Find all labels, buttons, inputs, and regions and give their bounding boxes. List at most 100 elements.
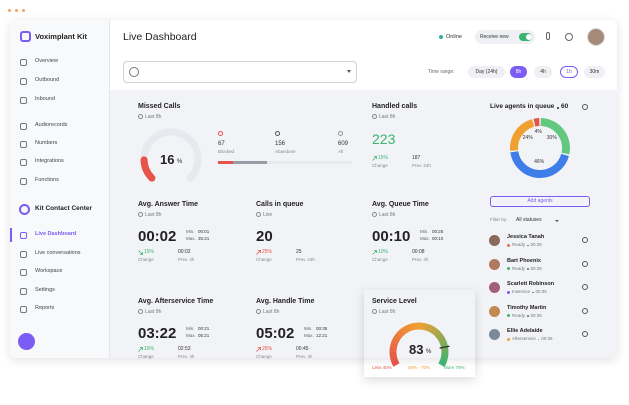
card-title: Avg. Handle Time bbox=[256, 298, 315, 305]
filter-value[interactable]: All statuses bbox=[516, 216, 542, 223]
min-label: Min. bbox=[186, 229, 195, 234]
clock-icon bbox=[138, 114, 143, 119]
card-title: Missed Calls bbox=[138, 103, 181, 110]
nav-item[interactable]: Inbound bbox=[35, 96, 55, 102]
section-icon bbox=[19, 204, 30, 215]
time: 00:35 bbox=[535, 289, 547, 294]
min-value: 00:35 bbox=[316, 326, 328, 331]
prev: 00:02 bbox=[178, 249, 191, 255]
dot bbox=[439, 35, 443, 39]
nav-item[interactable]: Audiorecords bbox=[35, 122, 68, 128]
prev-label: Prev. 4h bbox=[178, 354, 195, 359]
dot bbox=[489, 282, 500, 293]
caret bbox=[555, 219, 559, 222]
gauge-segment bbox=[436, 333, 445, 341]
range-button[interactable]: 8h bbox=[510, 66, 527, 78]
agent-count: 60 bbox=[561, 103, 569, 110]
search-icon[interactable] bbox=[582, 104, 588, 110]
clock-icon bbox=[138, 212, 143, 217]
separator bbox=[532, 291, 534, 293]
max-label: Max. bbox=[186, 236, 196, 241]
change-label: Change bbox=[256, 354, 272, 359]
segment-unit: % bbox=[528, 135, 533, 142]
theme-icon[interactable] bbox=[565, 33, 573, 41]
nav-item[interactable]: Outbound bbox=[35, 77, 60, 83]
card: Live agents in queue 60 30% 46% 24% 4% Add age… bbox=[482, 95, 598, 357]
gauge-value-text: 83 bbox=[409, 342, 424, 357]
prev-label: Prev. 4h bbox=[412, 257, 429, 262]
agent-action[interactable] bbox=[582, 331, 588, 337]
range-button[interactable]: 4h bbox=[534, 66, 552, 78]
call-button[interactable] bbox=[18, 333, 35, 350]
dot bbox=[507, 267, 510, 270]
range-button[interactable]: 1h bbox=[560, 66, 578, 78]
nav-item[interactable]: Workspace bbox=[35, 268, 63, 274]
time: 00:35 bbox=[530, 312, 542, 318]
period: Last 8h bbox=[379, 113, 396, 120]
nav-item[interactable]: Integrations bbox=[35, 158, 64, 164]
brand: Voximplant Kit bbox=[35, 32, 87, 41]
stat-icon bbox=[218, 131, 223, 136]
change-label: Change bbox=[138, 257, 154, 262]
nav-item[interactable]: Live Dashboard bbox=[35, 231, 77, 237]
agent-action[interactable] bbox=[582, 237, 588, 243]
agent-action[interactable] bbox=[582, 284, 588, 290]
trend-arrow bbox=[372, 250, 377, 255]
section-title: Kit Contact Center bbox=[35, 205, 93, 212]
min-value: 00:25 bbox=[432, 229, 444, 234]
trend-arrow bbox=[256, 347, 261, 352]
donut-segment bbox=[533, 118, 540, 127]
card: Service Level Last 8h 83% Less 40% 40% - 70%… bbox=[364, 290, 475, 377]
change: 15% bbox=[378, 155, 389, 161]
agent-action[interactable] bbox=[582, 260, 588, 267]
mic-icon[interactable] bbox=[546, 32, 550, 40]
donut-label: 46% bbox=[531, 159, 547, 165]
dot bbox=[489, 235, 500, 246]
nav-item[interactable]: Overview bbox=[35, 58, 58, 64]
switch[interactable] bbox=[519, 33, 532, 41]
change-label: Change bbox=[372, 257, 388, 262]
avatar[interactable] bbox=[587, 28, 605, 46]
stat-label: Abandone bbox=[275, 149, 296, 154]
change: 10% bbox=[378, 249, 389, 255]
nav-item[interactable]: Reports bbox=[35, 305, 55, 311]
nav-item[interactable]: Live conversations bbox=[35, 250, 81, 256]
gauge-segment bbox=[400, 326, 408, 335]
range-button[interactable]: 30m bbox=[584, 66, 605, 78]
period: Last 8h bbox=[145, 308, 162, 315]
dot bbox=[21, 8, 25, 12]
range-button[interactable]: Day (24h) bbox=[468, 66, 505, 78]
gauge-segment bbox=[430, 326, 439, 335]
gauge-needle bbox=[439, 345, 450, 349]
segment-value: 24 bbox=[522, 135, 529, 142]
nav-item[interactable]: Settings bbox=[35, 287, 55, 293]
max-value: 00:10 bbox=[432, 236, 444, 241]
donut-label: 24% bbox=[520, 136, 536, 141]
filter-label: Time range: bbox=[428, 68, 455, 75]
gauge-unit: % bbox=[177, 159, 183, 165]
clock-icon bbox=[256, 309, 261, 314]
nav-item[interactable]: Functions bbox=[35, 177, 59, 183]
stat-value: 609 bbox=[338, 141, 349, 147]
card: Missed Calls Last 8h 16% 67 Blocked 156 Abando… bbox=[130, 95, 358, 187]
period: Live bbox=[263, 211, 273, 218]
period: Last 8h bbox=[145, 113, 162, 120]
prev: 00:08 bbox=[412, 249, 425, 255]
select-box[interactable] bbox=[123, 61, 357, 83]
max-value: 35:21 bbox=[198, 236, 210, 241]
max-label: Max. bbox=[420, 236, 430, 241]
agent-action[interactable] bbox=[582, 307, 588, 314]
add-button[interactable]: Add agents bbox=[490, 196, 590, 207]
card-title: Service Level bbox=[372, 298, 417, 305]
status: Ready bbox=[512, 312, 526, 318]
change: 15% bbox=[144, 346, 155, 352]
change-label: Change bbox=[138, 354, 154, 359]
stat-label: Blocked bbox=[218, 149, 235, 154]
agent-status: Afterservice 00:35 bbox=[512, 336, 553, 342]
card: Calls in queue Live 20 25% Change 25 Prev. 24h bbox=[248, 193, 358, 283]
agent-status: Inservice 00:35 bbox=[512, 289, 547, 295]
nav-item[interactable]: Numbers bbox=[35, 140, 58, 146]
graphic bbox=[372, 250, 377, 255]
agent-name: Bart Phoenix bbox=[507, 257, 541, 264]
donut-label: 30% bbox=[544, 135, 560, 141]
